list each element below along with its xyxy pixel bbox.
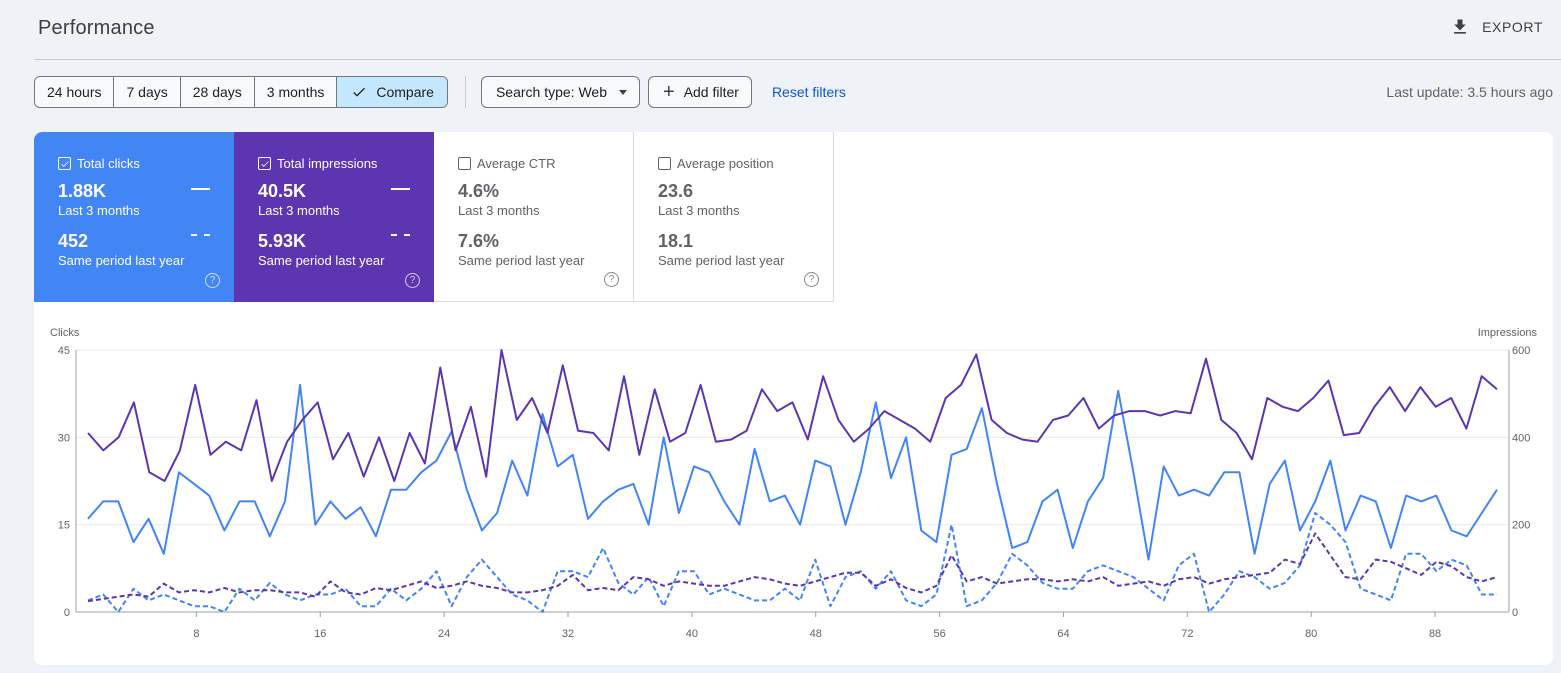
help-circle-icon[interactable]: ? bbox=[405, 273, 420, 288]
x-tick-label: 32 bbox=[562, 628, 574, 640]
export-label: EXPORT bbox=[1482, 19, 1543, 35]
metric-compare-period: Same period last year bbox=[58, 253, 185, 268]
reset-filters-link[interactable]: Reset filters bbox=[771, 84, 846, 100]
metric-compare-period: Same period last year bbox=[258, 253, 385, 268]
metric-label: Total clicks bbox=[77, 156, 140, 171]
y-tick-right: 0 bbox=[1512, 607, 1518, 619]
date-range-group: 24 hours 7 days 28 days 3 months Compare bbox=[34, 76, 448, 108]
search-type-label: Search type: Web bbox=[495, 84, 607, 100]
metric-card-average-position[interactable]: Average position 23.6 Last 3 months 18.1… bbox=[634, 132, 834, 302]
y-axis-right-label: Impressions bbox=[1478, 327, 1538, 339]
metric-period: Last 3 months bbox=[258, 203, 340, 218]
toolbar-separator bbox=[464, 76, 466, 108]
range-24-hours-button[interactable]: 24 hours bbox=[35, 77, 115, 107]
checkbox-checked-icon[interactable] bbox=[258, 157, 271, 170]
y-tick-left: 0 bbox=[64, 607, 70, 619]
metric-compare-value: 18.1 bbox=[658, 231, 694, 251]
metric-label: Total impressions bbox=[277, 156, 378, 171]
metric-compare-value: 452 bbox=[58, 231, 89, 251]
x-tick-label: 48 bbox=[810, 628, 822, 640]
metric-period: Last 3 months bbox=[458, 203, 540, 218]
x-tick-label: 88 bbox=[1429, 628, 1441, 640]
performance-card: Total clicks 1.88K Last 3 months 452 Sam… bbox=[34, 132, 1553, 665]
metric-value: 40.5K bbox=[258, 181, 307, 201]
metric-compare-period: Same period last year bbox=[458, 253, 585, 268]
metric-label: Average CTR bbox=[477, 156, 556, 171]
metric-period: Last 3 months bbox=[58, 203, 140, 218]
last-update-text: Last update: 3.5 hours ago bbox=[1386, 84, 1553, 100]
export-button[interactable]: EXPORT bbox=[1450, 17, 1543, 37]
page-title: Performance bbox=[38, 17, 155, 39]
solid-line-legend-icon bbox=[191, 188, 210, 190]
clicks-current-series-line bbox=[87, 383, 1498, 561]
x-tick-label: 56 bbox=[933, 628, 945, 640]
x-tick-label: 16 bbox=[314, 628, 326, 640]
filter-toolbar: 24 hours 7 days 28 days 3 months Compare… bbox=[34, 76, 846, 108]
metric-compare-period: Same period last year bbox=[658, 253, 785, 268]
range-28-days-button[interactable]: 28 days bbox=[180, 77, 255, 107]
y-tick-right: 600 bbox=[1512, 345, 1530, 357]
metric-card-average-ctr[interactable]: Average CTR 4.6% Last 3 months 7.6% Same… bbox=[434, 132, 634, 302]
metric-compare-value: 7.6% bbox=[458, 231, 500, 251]
help-circle-icon[interactable]: ? bbox=[604, 272, 619, 287]
help-circle-icon[interactable]: ? bbox=[804, 272, 819, 287]
checkbox-unchecked-icon[interactable] bbox=[658, 157, 671, 170]
dashed-line-legend-icon bbox=[191, 234, 210, 236]
y-tick-left: 45 bbox=[58, 345, 70, 357]
checkbox-checked-icon[interactable] bbox=[58, 157, 71, 170]
range-3-months-button[interactable]: 3 months bbox=[254, 77, 338, 107]
x-tick-label: 8 bbox=[193, 628, 199, 640]
impressions-current-series-line bbox=[87, 349, 1498, 482]
checkbox-unchecked-icon[interactable] bbox=[458, 157, 471, 170]
check-icon bbox=[353, 87, 366, 97]
y-tick-left: 15 bbox=[58, 520, 70, 532]
metric-value: 1.88K bbox=[58, 181, 107, 201]
metric-value: 4.6% bbox=[458, 181, 500, 201]
x-tick-label: 24 bbox=[438, 628, 450, 640]
search-type-dropdown[interactable]: Search type: Web bbox=[480, 76, 640, 108]
clicks-previous-year-series-line bbox=[87, 512, 1497, 613]
header-divider bbox=[34, 59, 1561, 60]
add-filter-button[interactable]: + Add filter bbox=[648, 76, 752, 108]
dashed-line-legend-icon bbox=[391, 234, 410, 236]
metric-card-total-clicks[interactable]: Total clicks 1.88K Last 3 months 452 Sam… bbox=[34, 132, 234, 302]
y-axis-left-label: Clicks bbox=[50, 327, 80, 339]
solid-line-legend-icon bbox=[391, 188, 410, 190]
y-tick-left: 30 bbox=[58, 432, 70, 444]
download-icon bbox=[1454, 19, 1466, 34]
impressions-previous-year-series-line bbox=[87, 532, 1498, 603]
x-tick-label: 40 bbox=[686, 628, 698, 640]
compare-label: Compare bbox=[376, 84, 434, 100]
x-tick-label: 64 bbox=[1057, 628, 1069, 640]
caret-down-icon bbox=[619, 89, 627, 95]
help-circle-icon[interactable]: ? bbox=[205, 273, 220, 288]
range-7-days-button[interactable]: 7 days bbox=[114, 77, 181, 107]
compare-button[interactable]: Compare bbox=[337, 77, 447, 107]
metric-value: 23.6 bbox=[658, 181, 694, 201]
metric-card-total-impressions[interactable]: Total impressions 40.5K Last 3 months 5.… bbox=[234, 132, 434, 302]
plus-icon: + bbox=[663, 81, 675, 103]
x-tick-label: 72 bbox=[1181, 628, 1193, 640]
y-tick-right: 200 bbox=[1512, 520, 1530, 532]
add-filter-label: Add filter bbox=[683, 84, 739, 100]
metric-compare-value: 5.93K bbox=[258, 231, 307, 251]
metric-period: Last 3 months bbox=[658, 203, 740, 218]
x-tick-label: 80 bbox=[1305, 628, 1317, 640]
metric-label: Average position bbox=[677, 156, 774, 171]
performance-chart[interactable]: Clicks Impressions 0 15 30 45 0 200 400 600 8 16 24 3… bbox=[34, 322, 1553, 652]
y-tick-right: 400 bbox=[1512, 432, 1530, 444]
